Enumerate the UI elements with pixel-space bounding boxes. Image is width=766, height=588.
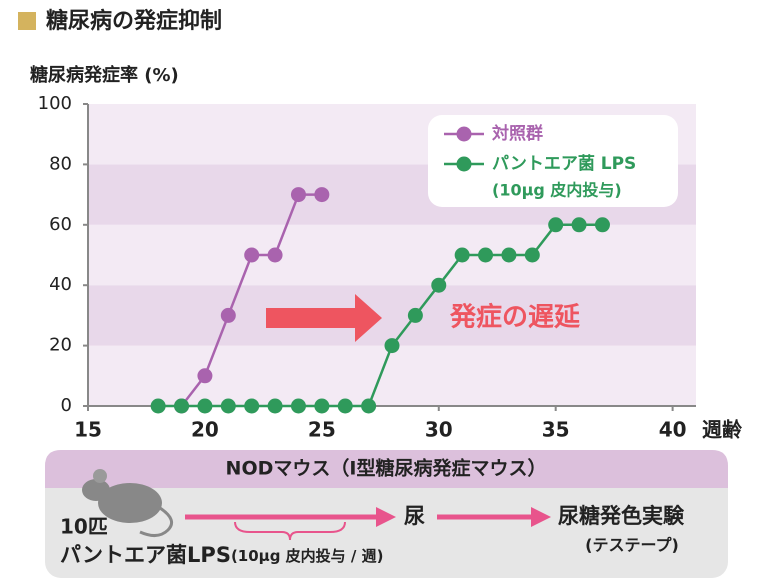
legend-label: 対照群 (491, 123, 543, 144)
chart-title: 糖尿病の発症抑制 (46, 8, 222, 34)
data-point (244, 398, 260, 414)
treatment-name: パントエア菌LPS (60, 543, 231, 567)
data-point (290, 187, 306, 203)
y-axis-label: 糖尿病発症率 (%) (30, 64, 179, 86)
legend-marker (456, 156, 472, 172)
mouse-icon (82, 469, 174, 537)
data-point (337, 398, 353, 414)
data-point (454, 247, 470, 263)
data-point (197, 368, 213, 384)
x-tick-label: 25 (308, 418, 336, 442)
data-point (524, 247, 540, 263)
data-point (361, 398, 377, 414)
data-point (501, 247, 517, 263)
x-tick-label: 20 (191, 418, 219, 442)
diagram: NODマウス（Ⅰ型糖尿病発症マウス） 10匹 パントエア菌LPS(10μg 皮内… (45, 450, 728, 578)
y-tick-label: 40 (49, 274, 72, 295)
x-tick-label: 30 (425, 418, 453, 442)
data-point (174, 398, 190, 414)
flow-arrow-head (531, 507, 551, 527)
brace (234, 521, 346, 541)
legend-marker (456, 126, 472, 142)
x-tick-label: 40 (659, 418, 687, 442)
y-tick-label: 20 (49, 335, 72, 356)
diagram-header: NODマウス（Ⅰ型糖尿病発症マウス） (226, 457, 547, 480)
data-point (267, 247, 283, 263)
treatment-note: (10μg 皮内投与 / 週) (231, 547, 384, 565)
x-axis-label: 週齢 (702, 418, 743, 442)
data-point (220, 307, 236, 323)
y-tick-label: 80 (49, 153, 72, 174)
flow-arrow-head (376, 507, 396, 527)
data-point (594, 217, 610, 233)
y-tick-label: 60 (49, 214, 72, 235)
mouse-count: 10匹 (60, 515, 108, 539)
x-tick-label: 35 (542, 418, 570, 442)
data-point (571, 217, 587, 233)
annotation: 発症の遅延 (449, 302, 581, 333)
data-point (478, 247, 494, 263)
data-point (220, 398, 236, 414)
x-tick-label: 15 (74, 418, 102, 442)
grid-band (88, 224, 696, 286)
data-point (197, 398, 213, 414)
data-point (290, 398, 306, 414)
y-tick-label: 0 (61, 395, 72, 416)
grid-band (88, 285, 696, 346)
test: 尿糖発色実験 (558, 504, 685, 528)
data-point (548, 217, 564, 233)
sample: 尿 (404, 504, 425, 528)
data-point (384, 338, 400, 354)
title-marker (18, 12, 36, 30)
grid-band (88, 345, 696, 406)
y-tick-label: 100 (38, 93, 72, 114)
data-point (314, 187, 330, 203)
treatment: パントエア菌LPS(10μg 皮内投与 / 週) (60, 543, 383, 567)
legend-note: (10μg 皮内投与) (492, 181, 622, 200)
data-point (267, 398, 283, 414)
data-point (314, 398, 330, 414)
data-point (431, 277, 447, 293)
data-point (244, 247, 260, 263)
legend-box (428, 115, 678, 207)
data-point (407, 307, 423, 323)
legend-label: パントエア菌 LPS (492, 154, 636, 174)
data-point (150, 398, 166, 414)
diagram-header-band (45, 450, 728, 488)
annotation-arrow (266, 294, 382, 342)
test-note: (テステープ) (585, 536, 679, 555)
